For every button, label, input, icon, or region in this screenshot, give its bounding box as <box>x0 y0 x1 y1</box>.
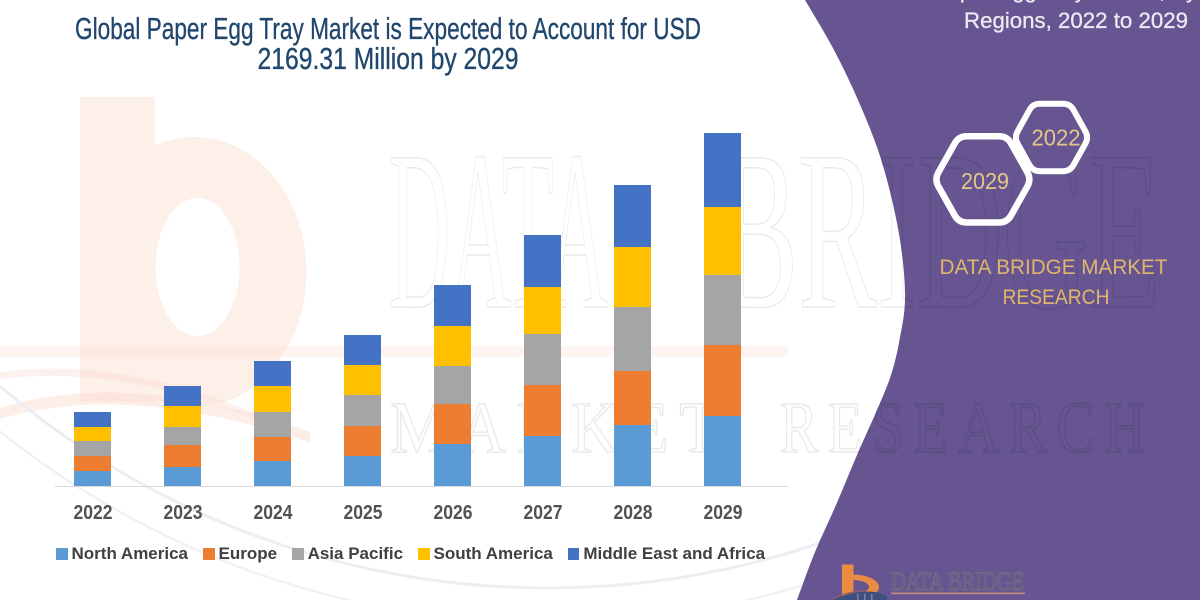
svg-text:DATA BRIDGE MARKET: DATA BRIDGE MARKET <box>940 256 1168 279</box>
svg-text:2022: 2022 <box>1032 125 1081 151</box>
svg-text:2023: 2023 <box>164 502 203 524</box>
svg-text:2022: 2022 <box>74 502 113 524</box>
svg-text:2029: 2029 <box>961 168 1009 194</box>
svg-text:2169.31 Million by 2029: 2169.31 Million by 2029 <box>258 41 519 76</box>
svg-text:MARKET: MARKET <box>390 387 730 468</box>
svg-text:RESEARCH: RESEARCH <box>780 387 1155 468</box>
svg-text:Regions, 2022 to 2029: Regions, 2022 to 2029 <box>964 8 1188 33</box>
svg-text:DATA BRIDGE: DATA BRIDGE <box>891 567 1024 596</box>
svg-text:2028: 2028 <box>614 502 653 524</box>
svg-text:BRIDGE: BRIDGE <box>719 105 1161 357</box>
svg-text:RESEARCH: RESEARCH <box>1003 286 1110 309</box>
svg-text:2025: 2025 <box>344 502 383 524</box>
svg-text:2027: 2027 <box>524 502 563 524</box>
svg-text:DATA: DATA <box>389 105 608 357</box>
svg-text:MARKET RESEARCH: MARKET RESEARCH <box>893 599 1050 600</box>
svg-text:2026: 2026 <box>434 502 473 524</box>
svg-text:2029: 2029 <box>704 502 743 524</box>
svg-text:DATA: DATA <box>389 105 608 357</box>
svg-text:Paper Egg Tray Market, By: Paper Egg Tray Market, By <box>933 0 1197 3</box>
svg-text:Global Paper Egg Tray Market i: Global Paper Egg Tray Market is Expected… <box>75 11 701 46</box>
svg-text:2024: 2024 <box>254 502 294 524</box>
